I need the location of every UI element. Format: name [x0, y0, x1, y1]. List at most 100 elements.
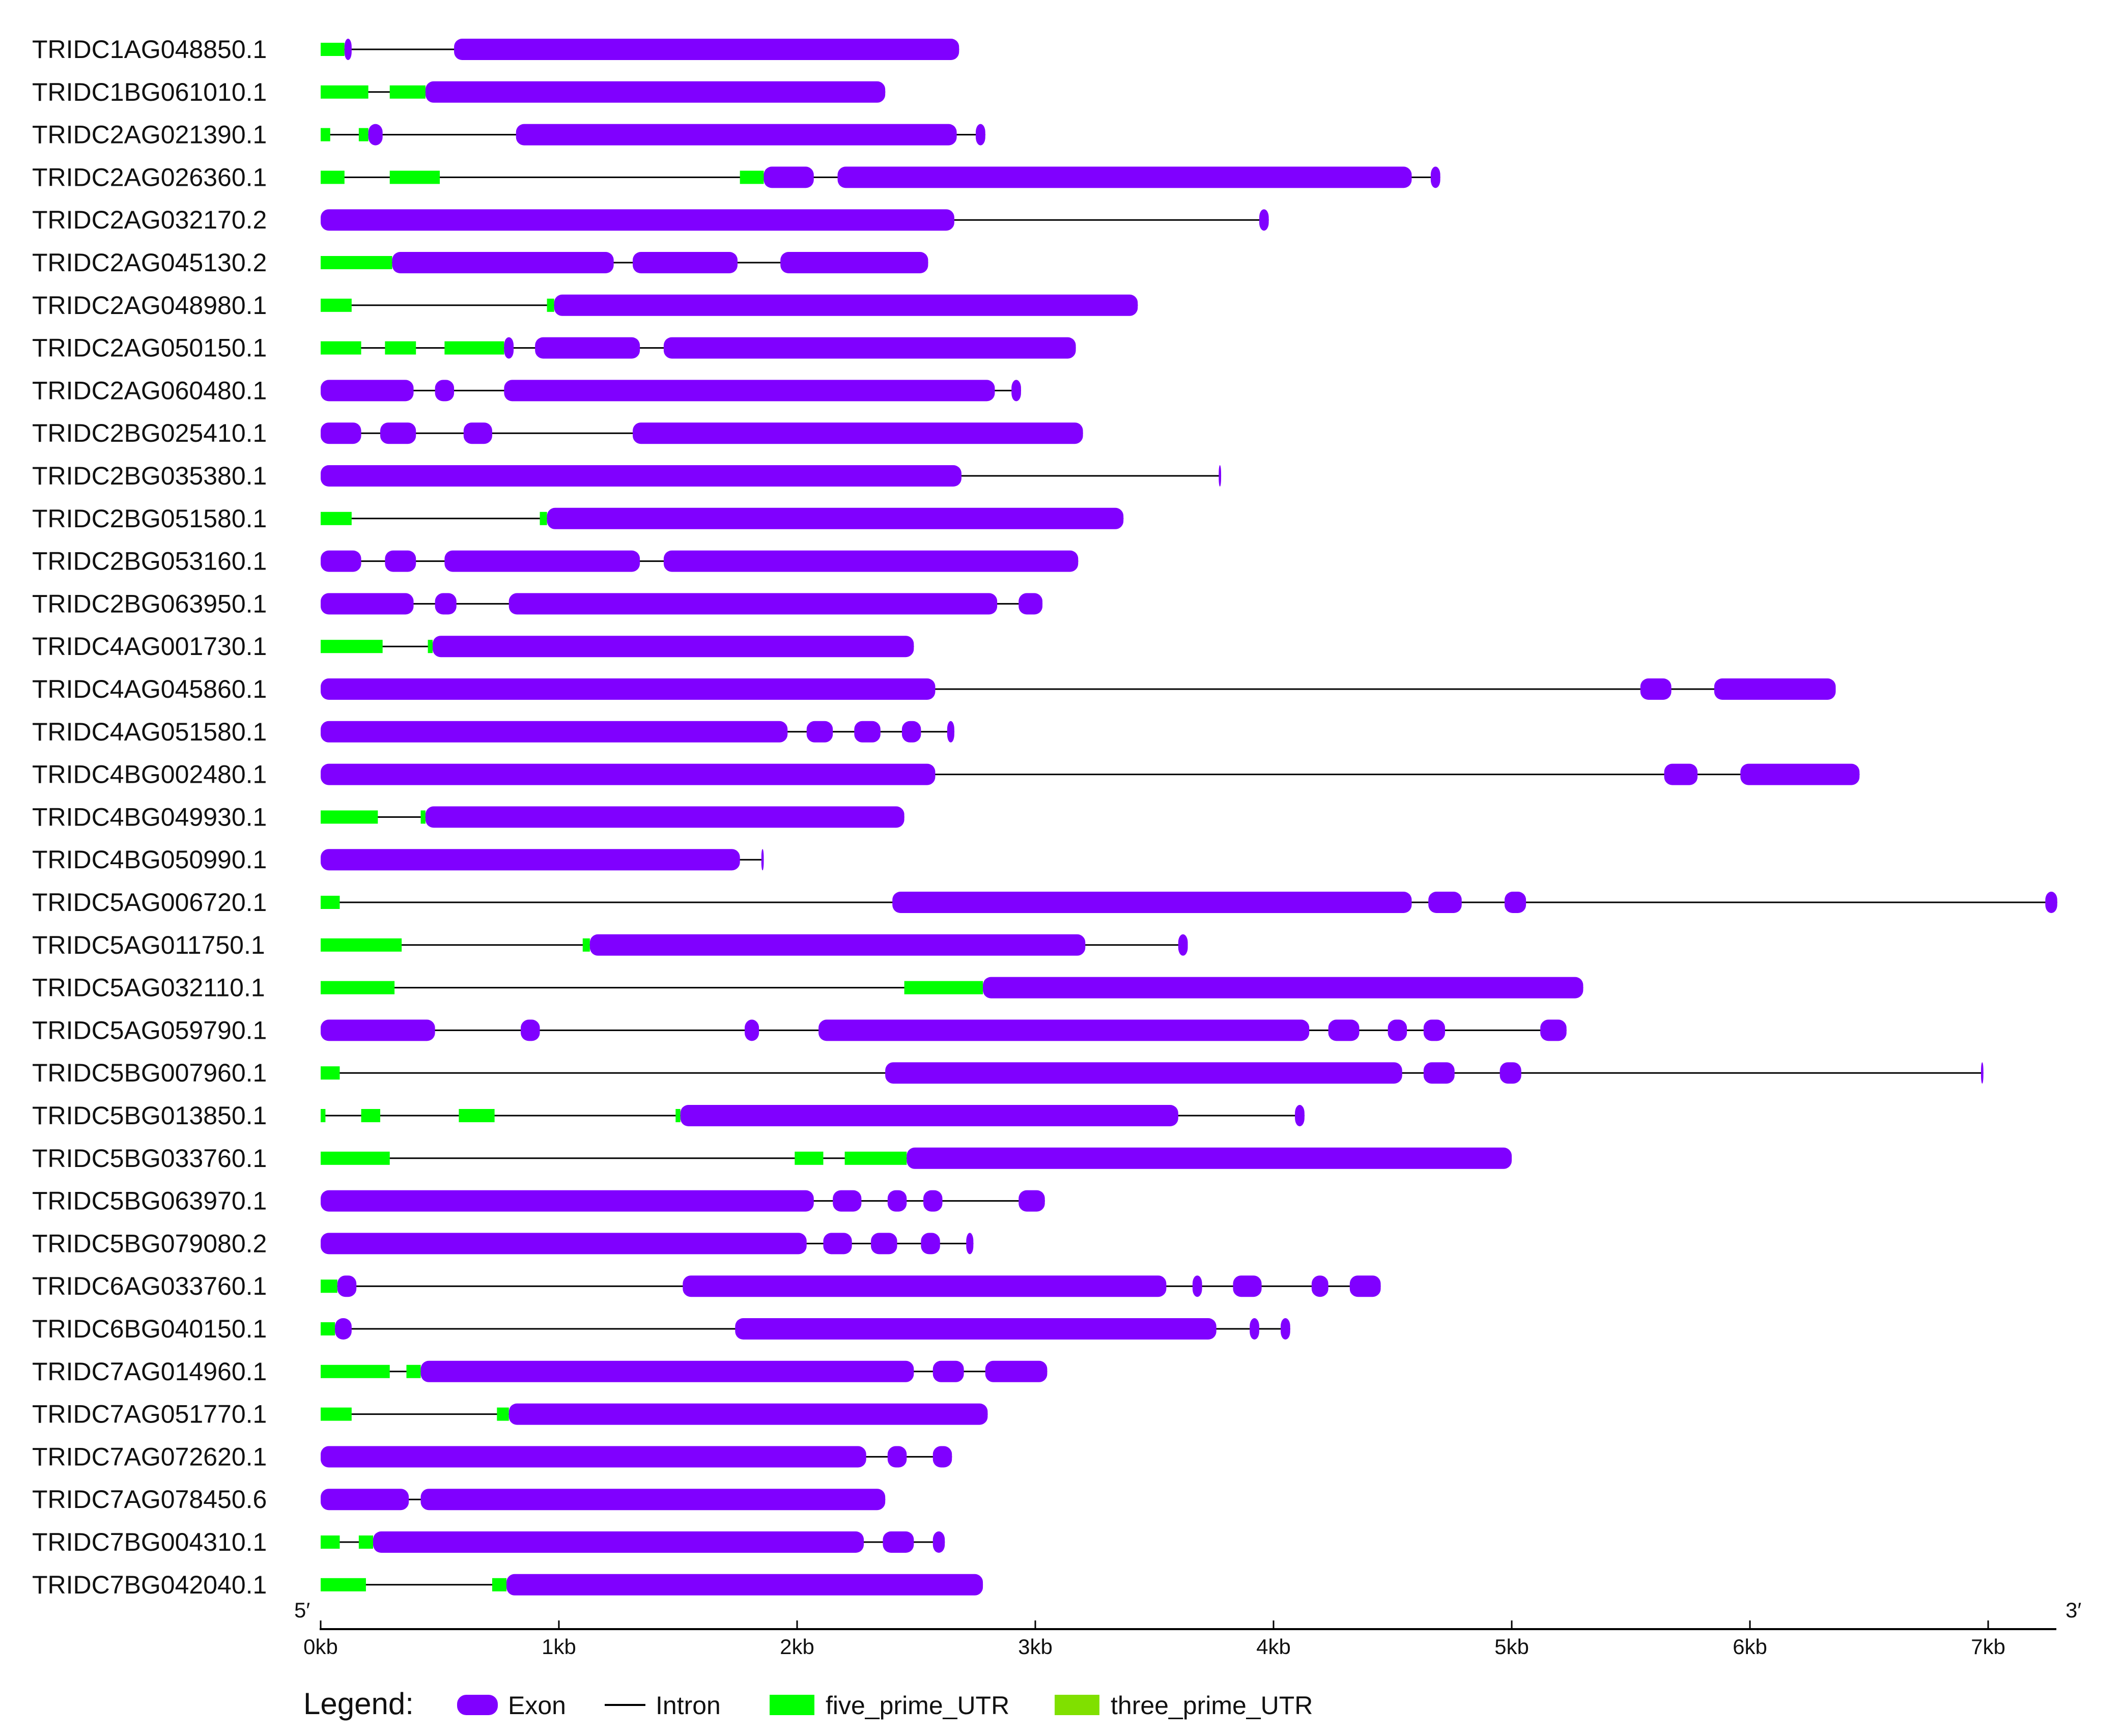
exon-block — [506, 1574, 983, 1596]
legend-item-three-prime-UTR: three_prime_UTR — [1055, 1691, 1313, 1720]
gene-row: TRIDC4AG001730.1 — [32, 632, 914, 661]
gene-name-label: TRIDC2AG026360.1 — [32, 163, 267, 191]
exon-block — [976, 124, 985, 146]
five-prime-utr-block — [389, 170, 440, 184]
exon-block — [680, 1105, 1178, 1126]
exon-block — [907, 1147, 1512, 1169]
five-prime-utr-block — [321, 298, 352, 312]
legend-five-prime-UTR-swatch — [770, 1695, 814, 1715]
legend-title: Legend: — [303, 1687, 414, 1721]
genes-layer: TRIDC1AG048850.1 TRIDC1BG061010.1 TRIDC2AG… — [32, 35, 2057, 1599]
exon-block — [392, 252, 614, 273]
five-prime-utr-block — [321, 981, 395, 994]
exon-block — [1192, 1275, 1202, 1297]
five-prime-utr-block — [321, 1151, 390, 1165]
gene-name-label: TRIDC7AG078450.6 — [32, 1485, 267, 1514]
exon-block — [373, 1531, 864, 1553]
legend-item-intron: Intron — [605, 1691, 721, 1720]
exon-block — [504, 380, 995, 402]
exon-block — [554, 294, 1138, 316]
gene-name-label: TRIDC2BG025410.1 — [32, 419, 267, 447]
axis-tick-label: 4kb — [1256, 1635, 1291, 1659]
gene-name-label: TRIDC5BG007960.1 — [32, 1059, 267, 1087]
exon-block — [521, 1019, 540, 1041]
gene-name-label: TRIDC1AG048850.1 — [32, 35, 267, 64]
exon-block — [425, 806, 904, 828]
five-prime-utr-block — [321, 938, 402, 952]
five-prime-utr-block — [321, 341, 361, 355]
gene-row: TRIDC2BG053160.1 — [32, 547, 1079, 576]
five-prime-utr-block — [740, 170, 764, 184]
five-prime-utr-block — [492, 1578, 507, 1591]
gene-name-label: TRIDC2AG060480.1 — [32, 376, 267, 405]
exon-block — [854, 721, 881, 743]
legend-label: Exon — [508, 1691, 566, 1720]
exon-block — [1714, 678, 1836, 700]
gene-name-label: TRIDC5BG063970.1 — [32, 1187, 267, 1215]
gene-row: TRIDC5BG079080.2 — [32, 1229, 974, 1258]
gene-name-label: TRIDC4BG002480.1 — [32, 760, 267, 789]
five-prime-utr-block — [358, 1535, 373, 1549]
exon-block — [887, 1446, 907, 1468]
gene-name-label: TRIDC2AG032170.2 — [32, 206, 267, 234]
exon-block — [321, 763, 936, 785]
gene-name-label: TRIDC4AG045860.1 — [32, 675, 267, 703]
gene-name-label: TRIDC4BG049930.1 — [32, 803, 267, 831]
legend-label: three_prime_UTR — [1111, 1691, 1313, 1720]
exon-block — [508, 1403, 988, 1425]
exon-block — [425, 81, 886, 103]
gene-name-label: TRIDC7BG004310.1 — [32, 1528, 267, 1556]
gene-row: TRIDC7BG042040.1 — [32, 1571, 983, 1599]
gene-name-label: TRIDC5BG079080.2 — [32, 1229, 267, 1258]
gene-row: TRIDC2AG026360.1 — [32, 163, 1440, 191]
exon-block — [887, 1190, 907, 1212]
gene-row: TRIDC5BG063970.1 — [32, 1187, 1045, 1215]
exon-block — [1504, 892, 1526, 913]
exon-block — [1178, 934, 1188, 956]
gene-row: TRIDC2AG048980.1 — [32, 291, 1138, 320]
gene-row: TRIDC4BG002480.1 — [32, 760, 1860, 789]
exon-block — [745, 1019, 759, 1041]
five-prime-utr-block — [547, 298, 554, 312]
gene-name-label: TRIDC2AG045130.2 — [32, 248, 267, 277]
exon-block — [321, 721, 788, 743]
exon-block — [1981, 1062, 1984, 1084]
exon-block — [985, 1360, 1048, 1382]
exon-block — [321, 380, 414, 402]
exon-block — [1328, 1019, 1360, 1041]
exon-block — [321, 1446, 866, 1468]
axis-tick-label: 5kb — [1494, 1635, 1529, 1659]
gene-name-label: TRIDC5AG006720.1 — [32, 888, 267, 917]
five-prime-utr-block — [321, 128, 330, 141]
gene-name-label: TRIDC7AG072620.1 — [32, 1442, 267, 1471]
exon-block — [1019, 593, 1043, 615]
exon-block — [1219, 465, 1222, 487]
exon-block — [1011, 380, 1021, 402]
axis-tick-label: 6kb — [1733, 1635, 1767, 1659]
exon-block — [321, 209, 954, 231]
exon-block — [321, 1190, 814, 1212]
exon-block — [420, 1360, 914, 1382]
gene-row: TRIDC4BG050990.1 — [32, 845, 764, 874]
x-axis: 5′ 3′ 0kb 1kb 2kb 3kb 4kb 5kb 6kb 7kb — [294, 1598, 2081, 1659]
exon-block — [1349, 1275, 1381, 1297]
exon-block — [435, 593, 457, 615]
exon-block — [763, 166, 814, 188]
axis-tick-label: 3kb — [1018, 1635, 1053, 1659]
axis-tick-label: 7kb — [1971, 1635, 2005, 1659]
exon-block — [892, 892, 1412, 913]
exon-block — [1423, 1062, 1455, 1084]
axis-tick-label: 0kb — [303, 1635, 338, 1659]
exon-block — [1311, 1275, 1328, 1297]
gene-name-label: TRIDC5BG033760.1 — [32, 1144, 267, 1173]
gene-name-label: TRIDC6AG033760.1 — [32, 1272, 267, 1300]
three-prime-end-label: 3′ — [2066, 1598, 2081, 1622]
exon-block — [1428, 892, 1462, 913]
exon-block — [1664, 763, 1698, 785]
gene-row: TRIDC2AG050150.1 — [32, 334, 1076, 362]
exon-block — [932, 1446, 952, 1468]
exon-block — [344, 39, 352, 60]
gene-row: TRIDC4AG051580.1 — [32, 718, 954, 746]
exon-block — [321, 1019, 435, 1041]
